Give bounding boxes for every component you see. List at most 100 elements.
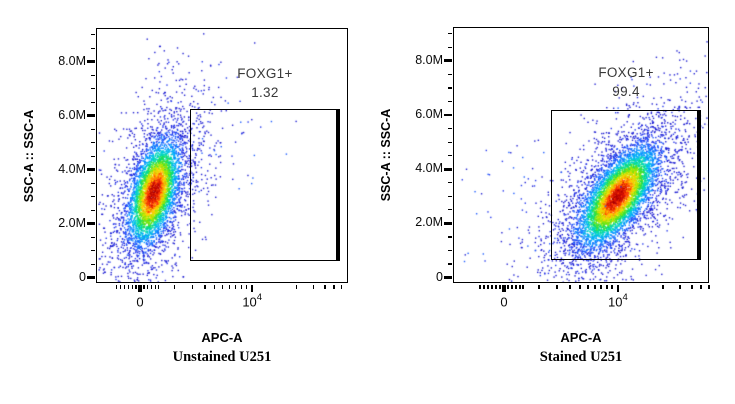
x-axis-minor-tick — [127, 284, 129, 289]
y-axis-minor-tick — [90, 182, 95, 184]
y-axis-minor-tick — [90, 196, 95, 198]
y-axis-minor-tick — [447, 155, 452, 157]
y-axis-minor-tick — [447, 33, 452, 35]
x-tick-base: 0 — [136, 294, 144, 310]
x-axis-major-tick-10e4 — [616, 284, 619, 292]
y-axis-minor-tick — [447, 73, 452, 75]
y-axis-minor-tick — [90, 250, 95, 252]
x-axis-minor-tick — [214, 284, 216, 289]
x-axis-major-tick-zero — [501, 284, 506, 292]
x-axis-tick-label: 0 — [484, 293, 524, 309]
x-axis-minor-tick — [135, 284, 137, 289]
y-axis-major-tick — [444, 276, 452, 279]
y-axis-major-tick — [444, 167, 452, 171]
scatter-canvas-stained — [454, 28, 708, 282]
x-axis-minor-tick — [483, 284, 485, 289]
plot-caption: Unstained U251 — [172, 349, 272, 365]
x-axis-minor-tick — [324, 284, 326, 289]
x-axis-minor-tick — [587, 284, 589, 289]
x-axis-minor-tick — [147, 284, 149, 289]
x-axis-minor-tick — [579, 284, 581, 289]
x-axis-minor-tick — [479, 284, 481, 289]
x-axis-minor-tick — [234, 284, 237, 289]
y-axis-tick-label: 4.0M — [58, 161, 86, 176]
y-axis-minor-tick — [90, 128, 95, 130]
y-axis-minor-tick — [447, 236, 452, 238]
y-axis-major-tick — [444, 113, 452, 117]
plot-caption: Stained U251 — [539, 349, 623, 365]
scatter-canvas-unstained — [97, 29, 347, 282]
x-axis-minor-tick — [662, 284, 664, 289]
x-axis-minor-tick — [115, 284, 117, 289]
y-axis-minor-tick — [447, 209, 452, 211]
x-axis-minor-tick — [522, 284, 524, 289]
y-axis-minor-tick — [90, 263, 95, 265]
x-axis-minor-tick — [600, 284, 602, 289]
x-tick-base: 10 — [242, 294, 257, 310]
x-axis-minor-tick — [495, 284, 497, 289]
gate-label: FOXG1+ — [237, 66, 293, 81]
x-axis-minor-tick — [691, 284, 693, 289]
x-axis-minor-tick — [519, 284, 521, 289]
x-axis-minor-tick — [151, 284, 153, 289]
x-axis-minor-tick — [700, 284, 702, 289]
x-axis-minor-tick — [538, 284, 540, 289]
x-axis-minor-tick — [569, 284, 571, 289]
x-axis-minor-tick — [123, 284, 125, 289]
y-axis-tick-label: 0 — [79, 269, 86, 284]
y-axis-tick-label: 4.0M — [415, 161, 443, 176]
y-axis-title: SSC-A :: SSC-A — [379, 108, 393, 202]
y-axis-minor-tick — [447, 87, 452, 89]
y-axis-minor-tick — [90, 155, 95, 157]
y-axis-minor-tick — [90, 209, 95, 211]
x-axis-minor-tick — [606, 284, 608, 289]
gate-label: FOXG1+ — [598, 65, 654, 80]
y-axis-minor-tick — [447, 100, 452, 103]
x-axis-major-tick-10e4 — [251, 284, 254, 292]
gate-percent: 1.32 — [251, 85, 279, 100]
x-axis-minor-tick — [515, 284, 517, 289]
y-axis-minor-tick — [447, 141, 452, 143]
y-axis-minor-tick — [90, 74, 95, 76]
x-axis-minor-tick — [594, 284, 596, 289]
y-axis-tick-label: 2.0M — [415, 215, 443, 230]
y-axis-minor-tick — [447, 46, 452, 48]
y-axis-minor-tick — [90, 236, 95, 238]
x-axis-minor-tick — [333, 284, 335, 289]
x-axis-minor-tick — [240, 284, 242, 289]
y-axis-major-tick — [87, 60, 95, 64]
x-axis-minor-tick — [155, 284, 157, 289]
x-tick-exponent: 4 — [622, 292, 628, 303]
y-axis-minor-tick — [447, 249, 452, 252]
x-axis-minor-tick — [158, 284, 160, 289]
x-axis-minor-tick — [708, 284, 710, 289]
x-axis-tick-label: 104 — [232, 292, 272, 310]
x-tick-base: 0 — [500, 294, 508, 310]
x-axis-minor-tick — [487, 284, 489, 289]
y-axis-tick-label: 6.0M — [415, 107, 443, 122]
y-axis-major-tick — [87, 114, 95, 118]
x-axis-minor-tick — [499, 284, 501, 289]
gate-percent: 99.4 — [612, 84, 640, 99]
y-axis-minor-tick — [90, 101, 95, 103]
y-axis-tick-label: 2.0M — [58, 215, 86, 230]
x-axis-minor-tick — [119, 284, 121, 289]
x-axis-title: APC-A — [201, 330, 243, 345]
x-axis-minor-tick — [556, 284, 558, 289]
y-axis-minor-tick — [447, 263, 452, 265]
y-axis-minor-tick — [90, 34, 95, 36]
x-axis-minor-tick — [491, 284, 493, 289]
x-axis-minor-tick — [245, 284, 247, 289]
x-axis-minor-tick — [191, 284, 193, 289]
x-axis-minor-tick — [131, 284, 133, 289]
x-axis-minor-tick — [295, 284, 298, 289]
x-axis-major-tick-zero — [137, 284, 142, 292]
y-axis-minor-tick — [90, 88, 95, 90]
gate-label-block: FOXG1+ 99.4 — [556, 63, 696, 101]
x-axis-minor-tick — [312, 284, 314, 289]
x-axis-minor-tick — [222, 284, 224, 289]
y-axis-minor-tick — [90, 142, 95, 144]
x-axis-minor-tick — [341, 284, 343, 289]
x-axis-minor-tick — [611, 284, 613, 289]
